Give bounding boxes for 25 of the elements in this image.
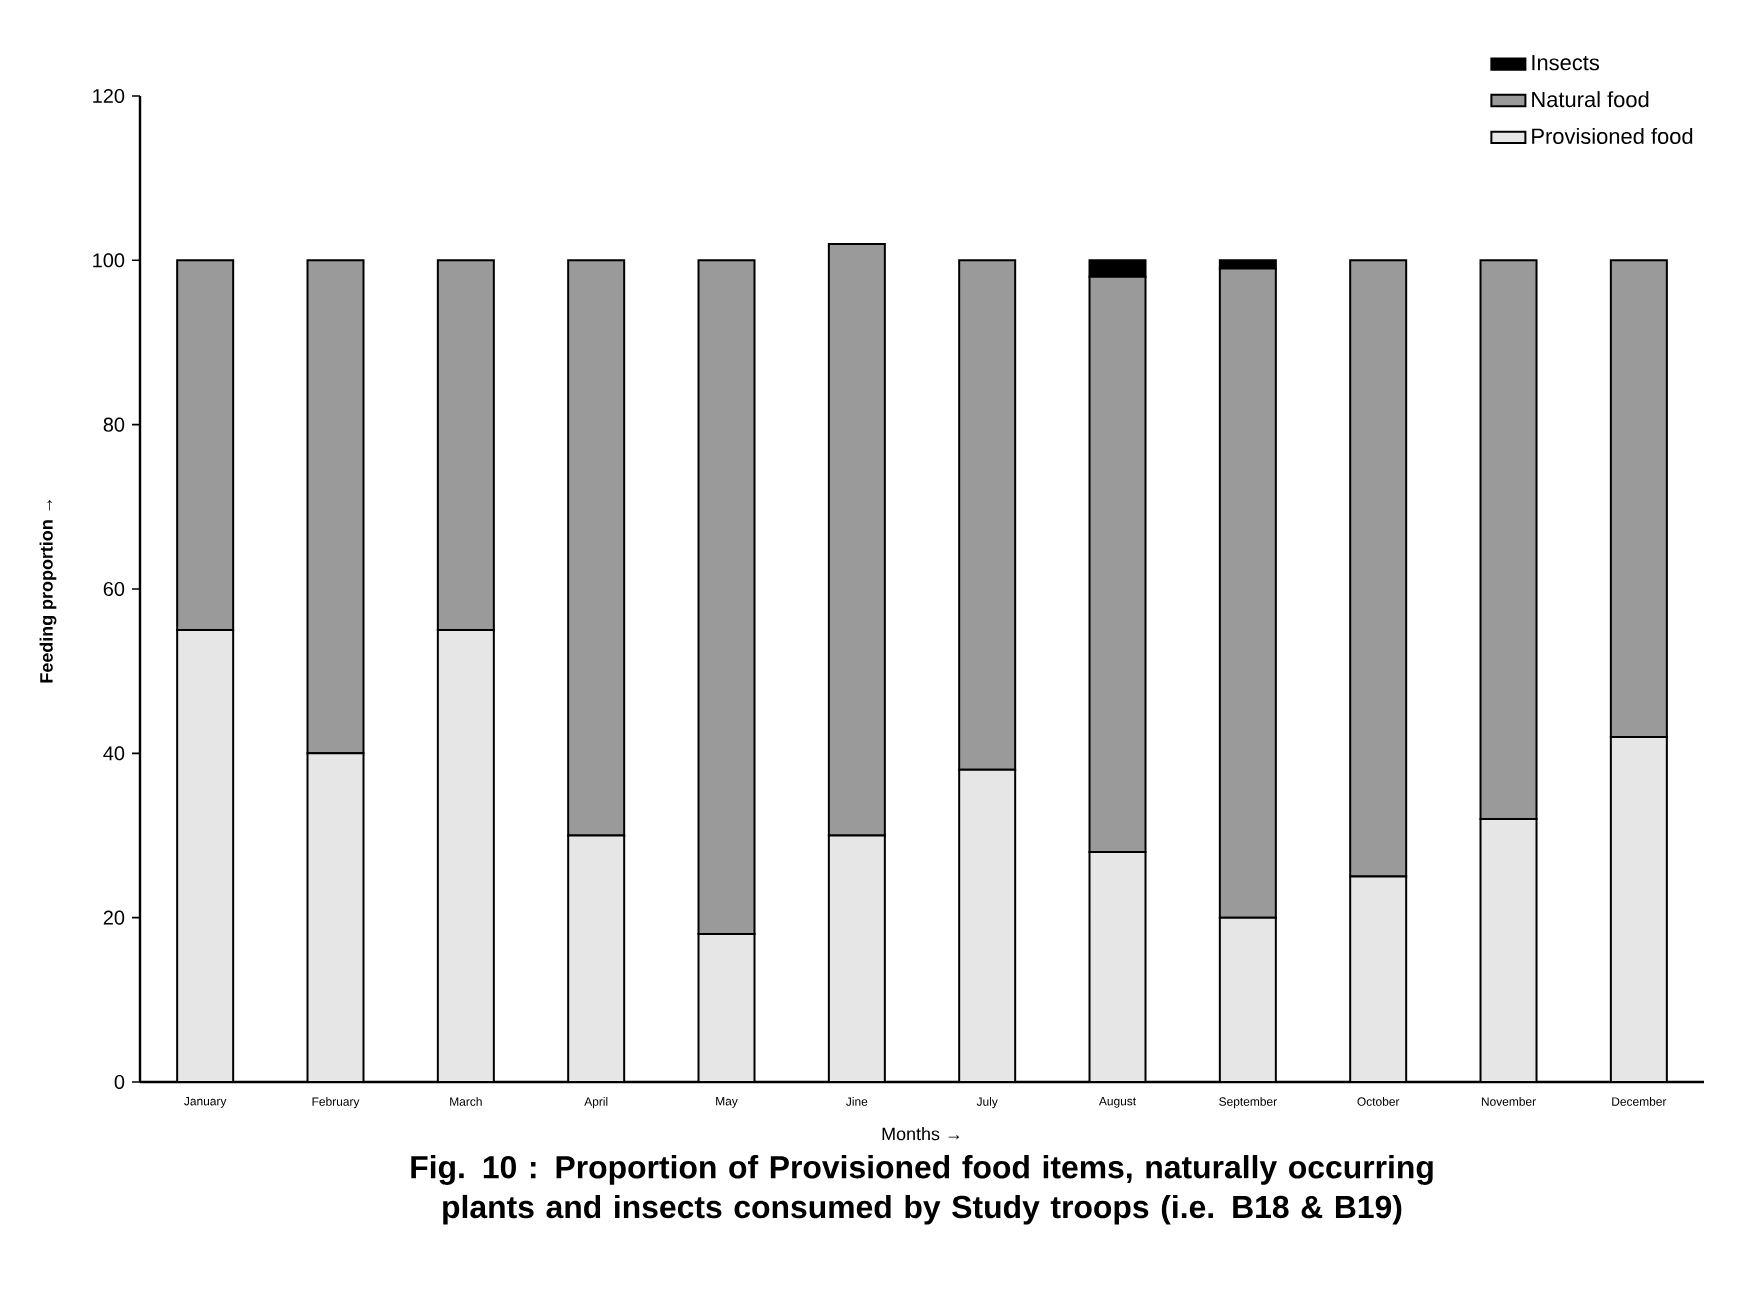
bar — [1088, 850, 1147, 1082]
bar — [436, 629, 495, 1082]
y-tick-label: 0 — [114, 1074, 125, 1090]
y-tick-label: 80 — [103, 417, 125, 432]
bar — [567, 834, 626, 1082]
legend-label: Insects — [1532, 55, 1600, 71]
legend-label: Natural food — [1532, 91, 1649, 108]
bar — [1349, 875, 1408, 1082]
x-axis-title: Months → — [882, 1127, 960, 1141]
text: Fig. 10 : Proportion of Provisioned food items, naturally occurring plants and insects consumed by Study troops (i.e. B18 & B19) — [411, 1155, 1433, 1225]
y-tick-label: 60 — [103, 581, 125, 597]
bar — [306, 752, 365, 1082]
legend-label: Provisioned food — [1532, 127, 1693, 145]
bar — [827, 834, 886, 1082]
bar — [176, 629, 235, 1082]
y-tick-label: 20 — [103, 910, 125, 925]
y-tick-label: 120 — [93, 88, 125, 104]
bar — [697, 933, 756, 1082]
bar — [958, 768, 1017, 1082]
bar — [1218, 916, 1277, 1082]
bar — [1479, 818, 1538, 1082]
y-axis-title: Feeding proportion → — [39, 499, 57, 683]
bar — [1609, 735, 1668, 1082]
y-tick-label: 100 — [93, 253, 125, 268]
y-tick-label: 40 — [103, 746, 125, 761]
